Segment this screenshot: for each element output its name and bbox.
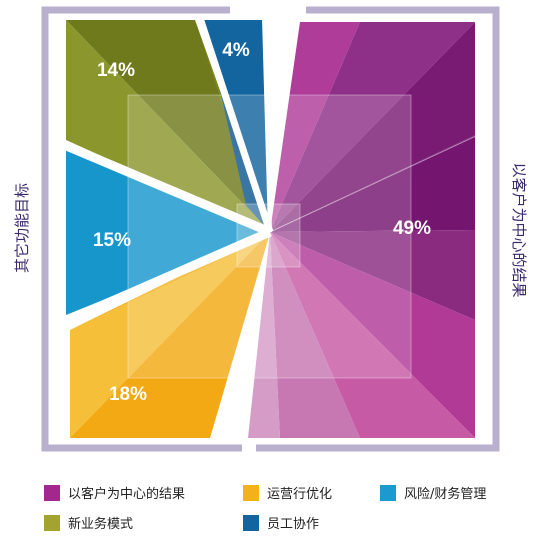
legend-label-staff: 员工协作	[267, 517, 319, 532]
legend-label-newbiz: 新业务模式	[68, 516, 133, 532]
separator-staff-gap	[262, 17, 272, 233]
separator-olive-blue	[196, 16, 274, 234]
segment-以客户为中心的结果-2	[270, 22, 475, 232]
segment-以客户为中心的结果-8	[248, 232, 280, 438]
legend-swatch-ops	[243, 485, 259, 501]
legend-swatch-newbiz	[44, 515, 60, 531]
segment-运营行优化-3	[210, 232, 270, 438]
separator-olive-risk	[62, 140, 272, 237]
highlight-line	[269, 134, 479, 233]
overlay-small	[236, 203, 301, 268]
pct-label-risk: 15%	[93, 230, 131, 251]
legend-label-ops: 运营行优化	[267, 487, 332, 502]
legend-swatch-risk	[380, 485, 396, 501]
separator-risk-ops	[62, 227, 272, 327]
pct-label-ops: 18%	[109, 384, 147, 405]
overlay-large	[127, 94, 412, 379]
frame-left	[41, 6, 242, 452]
side-label-left: 其它功能目标	[13, 183, 31, 273]
segment-以客户为中心的结果-4	[270, 230, 475, 320]
segment-以客户为中心的结果-6	[270, 232, 475, 438]
side-label-right: 以客户为中心的结果	[510, 162, 528, 297]
segment-风险/财务管理-1	[66, 150, 270, 315]
overlay	[127, 94, 479, 379]
pct-label-newbiz: 14%	[97, 60, 135, 81]
pct-label-staff: 4%	[222, 40, 250, 61]
legend-swatch-staff	[243, 515, 259, 531]
segment-以客户为中心的结果-7	[270, 232, 360, 438]
pie-segments	[62, 16, 475, 438]
legend-label-risk: 风险/财务管理	[404, 486, 486, 502]
segment-运营行优化-2	[70, 232, 270, 438]
legend-swatch-customer	[44, 485, 60, 501]
frame-right	[256, 6, 500, 452]
legend-label-customer: 以客户为中心的结果	[68, 486, 185, 502]
pct-label-customer: 49%	[393, 218, 431, 239]
legend: 以客户为中心的结果 运营行优化 风险/财务管理 新业务模式 员工协作	[44, 485, 486, 532]
segment-新业务模式-1	[66, 20, 270, 232]
